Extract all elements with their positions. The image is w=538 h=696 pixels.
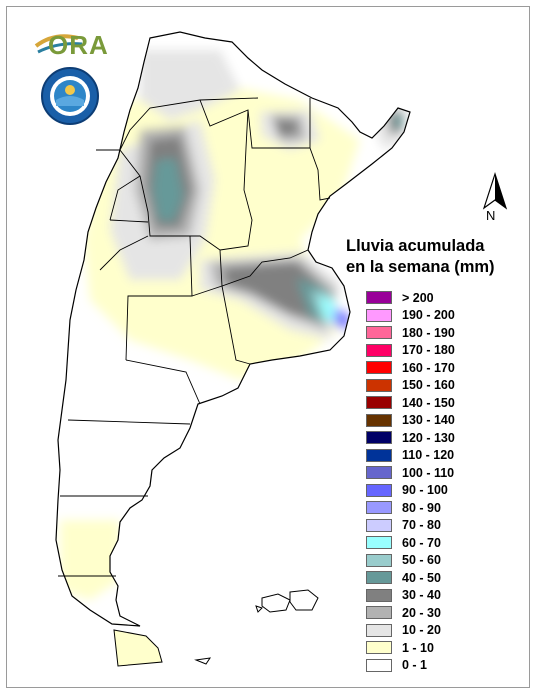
legend-label: > 200: [402, 290, 434, 305]
ora-logo-text: ORA: [48, 30, 109, 60]
legend-swatch: [366, 606, 392, 620]
country-outline: [55, 31, 411, 627]
legend-item: 160 - 170: [366, 359, 455, 377]
legend-item: 30 - 40: [366, 587, 455, 605]
legend-swatch: [366, 501, 392, 515]
legend-label: 130 - 140: [402, 413, 455, 428]
legend-item: > 200: [366, 289, 455, 307]
legend-swatch: [366, 623, 392, 637]
legend-label: 180 - 190: [402, 325, 455, 340]
legend-item: 180 - 190: [366, 324, 455, 342]
legend-swatch: [366, 448, 392, 462]
legend-label: 90 - 100: [402, 483, 448, 498]
legend-item: 130 - 140: [366, 412, 455, 430]
legend-item: 40 - 50: [366, 569, 455, 587]
legend-label: 50 - 60: [402, 553, 441, 568]
smn-emblem-icon: [40, 66, 100, 126]
legend-item: 50 - 60: [366, 552, 455, 570]
legend-swatch: [366, 518, 392, 532]
legend-label: 170 - 180: [402, 343, 455, 358]
legend-label: 0 - 1: [402, 658, 428, 673]
legend-swatch: [366, 466, 392, 480]
legend-label: 20 - 30: [402, 605, 441, 620]
legend-label: 60 - 70: [402, 535, 441, 550]
legend-swatch: [366, 361, 392, 375]
legend-item: 0 - 1: [366, 657, 455, 675]
legend-item: 90 - 100: [366, 482, 455, 500]
legend-label: 10 - 20: [402, 623, 441, 638]
legend-title-line1: Lluvia acumulada: [346, 237, 485, 255]
legend-item: 100 - 110: [366, 464, 455, 482]
legend-swatch: [366, 553, 392, 567]
legend-swatch: [366, 658, 392, 672]
legend-item: 170 - 180: [366, 342, 455, 360]
legend-swatch: [366, 641, 392, 655]
legend-swatch: [366, 291, 392, 305]
legend-title: Lluvia acumulada en la semana (mm): [346, 236, 495, 278]
map-frame: [6, 6, 530, 688]
legend-label: 80 - 90: [402, 500, 441, 515]
legend-item: 80 - 90: [366, 499, 455, 517]
small-island: [194, 657, 212, 665]
legend-swatch: [366, 431, 392, 445]
legend-swatch: [366, 396, 392, 410]
legend-swatch: [366, 378, 392, 392]
legend-item: 1 - 10: [366, 639, 455, 657]
legend-swatch: [366, 413, 392, 427]
legend-label: 160 - 170: [402, 360, 455, 375]
legend-title-line2: en la semana (mm): [346, 258, 495, 276]
legend-label: 150 - 160: [402, 378, 455, 393]
legend-label: 140 - 150: [402, 395, 455, 410]
tierra-del-fuego-outline: [113, 629, 163, 667]
legend-swatch: [366, 343, 392, 357]
legend-swatch: [366, 588, 392, 602]
legend-label: 1 - 10: [402, 640, 434, 655]
legend-item: 10 - 20: [366, 622, 455, 640]
north-arrow-icon: [478, 172, 512, 218]
legend-item: 190 - 200: [366, 307, 455, 325]
legend-label: 100 - 110: [402, 465, 455, 480]
province-boundaries: [58, 97, 331, 577]
legend-label: 190 - 200: [402, 308, 455, 323]
ora-logo: ORA: [34, 28, 108, 60]
legend-item: 70 - 80: [366, 517, 455, 535]
legend-label: 110 - 120: [402, 448, 455, 463]
north-label: N: [486, 208, 496, 223]
legend-label: 120 - 130: [402, 430, 455, 445]
legend-swatch: [366, 536, 392, 550]
legend-item: 110 - 120: [366, 447, 455, 465]
legend-item: 20 - 30: [366, 604, 455, 622]
legend-swatch: [366, 571, 392, 585]
legend-item: 150 - 160: [366, 377, 455, 395]
legend-list: > 200 190 - 200 180 - 190 170 - 180 160 - 17…: [366, 289, 455, 674]
legend-label: 70 - 80: [402, 518, 441, 533]
legend-label: 40 - 50: [402, 570, 441, 585]
legend-swatch: [366, 483, 392, 497]
legend-item: 60 - 70: [366, 534, 455, 552]
legend-item: 140 - 150: [366, 394, 455, 412]
legend-label: 30 - 40: [402, 588, 441, 603]
legend-swatch: [366, 326, 392, 340]
malvinas-islands: [255, 589, 319, 613]
legend-swatch: [366, 308, 392, 322]
legend-item: 120 - 130: [366, 429, 455, 447]
